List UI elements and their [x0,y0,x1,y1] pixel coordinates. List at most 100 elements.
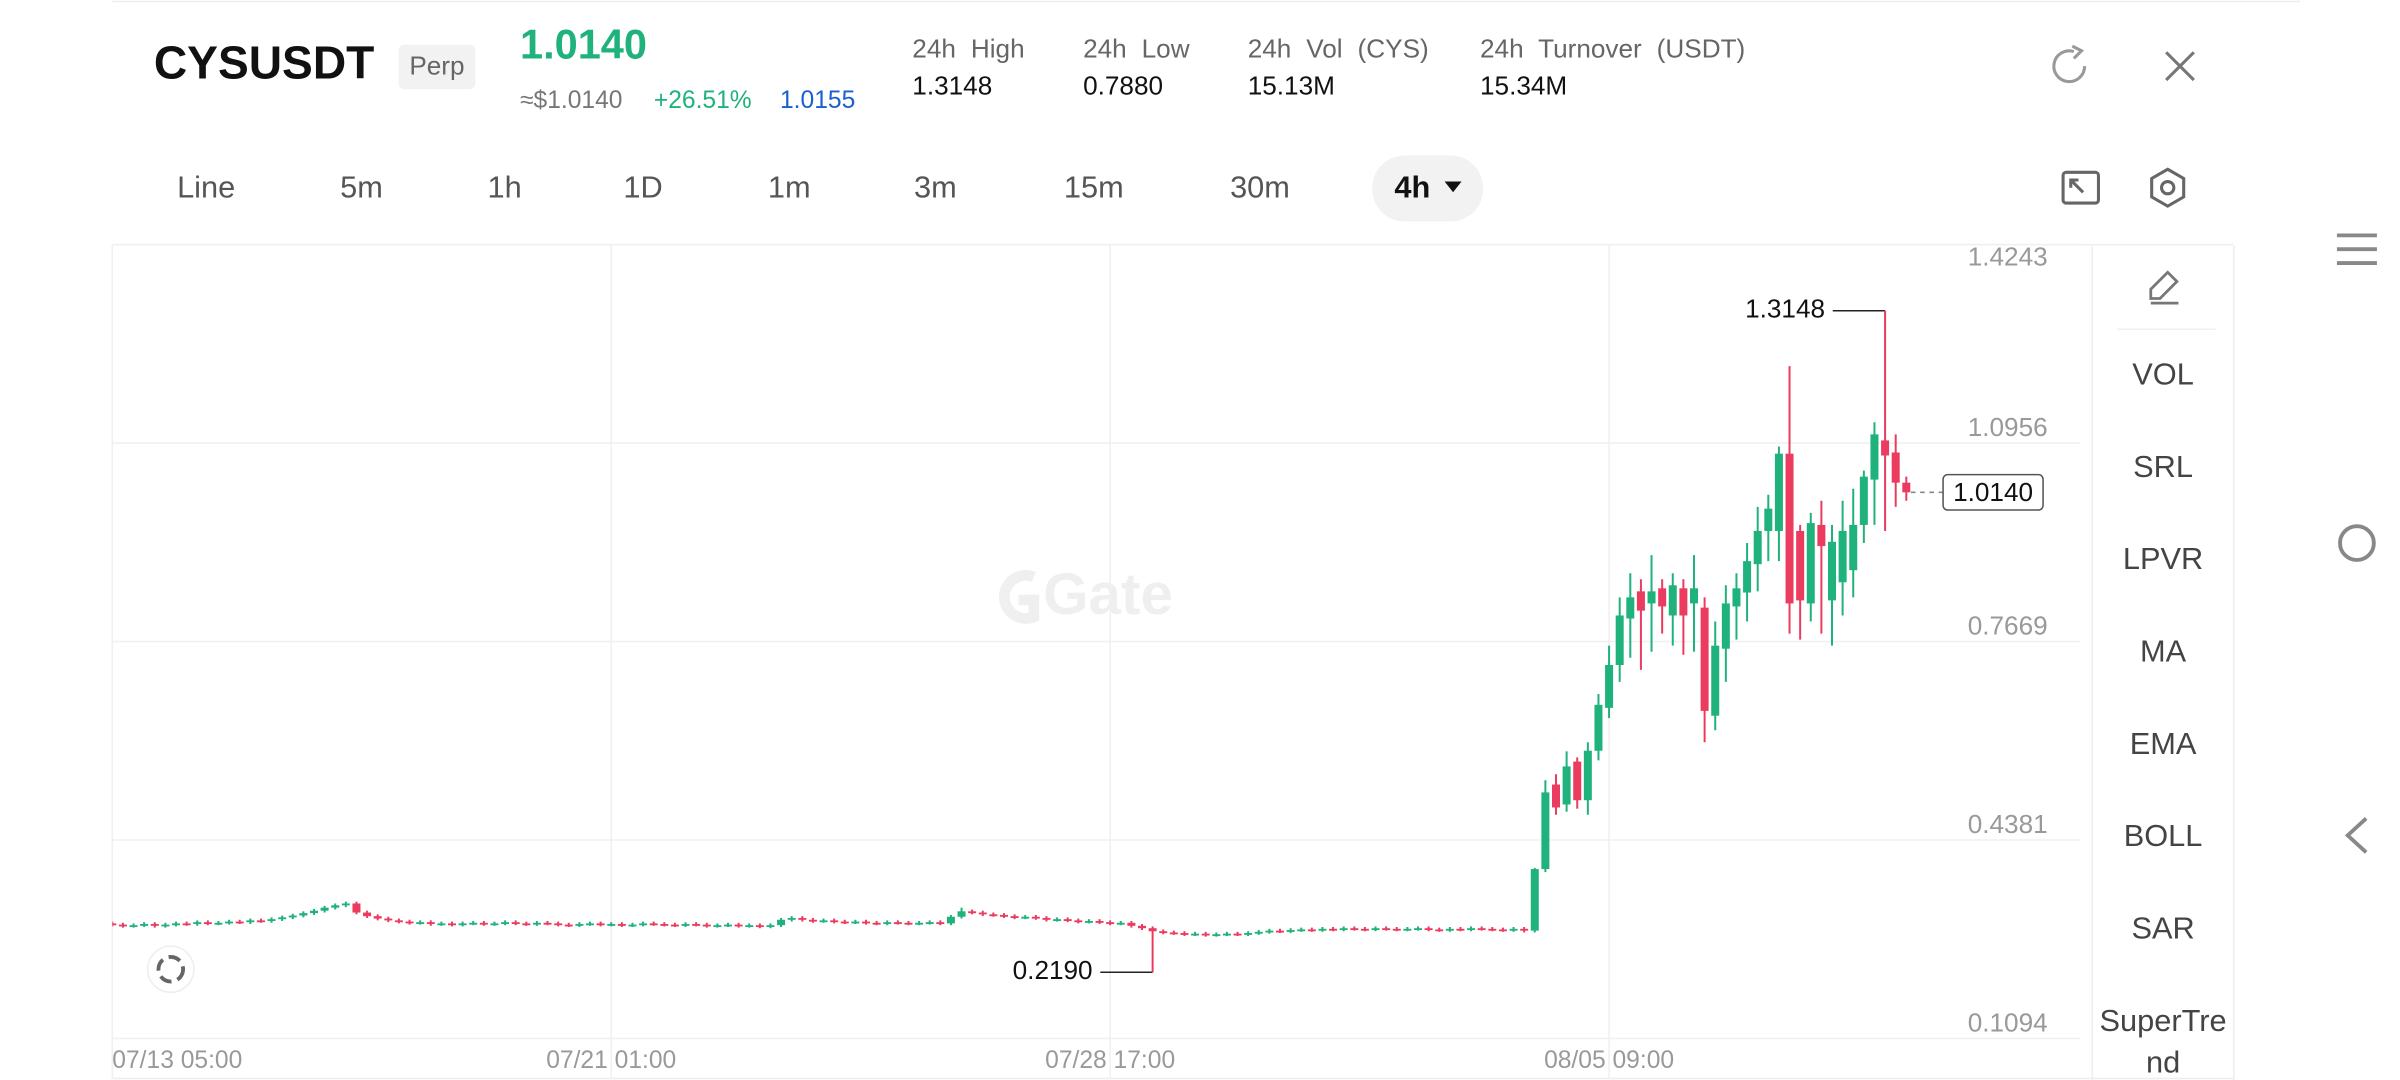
settings-icon[interactable] [2150,167,2186,208]
candle-body [607,923,616,926]
indicator-list: VOL SRL LPVR MA EMA BOLL SAR SuperTrend [2092,355,2234,1080]
timeframe-tab[interactable]: 1D [623,169,662,204]
candle-body [118,924,127,927]
indicator-label[interactable]: SuperTrend [2099,1004,2227,1080]
candle-body [1859,476,1868,525]
candle-body [1307,929,1316,932]
candle-body [1000,914,1008,917]
refresh-icon[interactable] [2052,44,2087,84]
candle-body [1573,761,1582,801]
candle-body [479,922,488,925]
candle-body [1817,524,1826,547]
indicator-label[interactable]: VOL [2132,358,2194,393]
indicator-label[interactable]: EMA [2129,727,2197,762]
candle-body [112,923,117,926]
dropdown-caret [1444,181,1462,193]
candle-body [617,923,626,926]
candle-body [596,923,605,926]
candle-body [745,925,754,928]
stat-label: 24h Vol (CYS) [1248,34,1429,64]
candle-body [1774,453,1783,531]
draw-icon[interactable] [2149,270,2179,305]
indicator-item[interactable]: BOLL [2092,817,2234,909]
fullscreen-icon[interactable] [2061,170,2100,205]
candle-body [1233,933,1242,936]
candle-body [1021,916,1030,919]
x-tick-label: 07/28 17:00 [1045,1047,1175,1074]
candle-body [1764,508,1773,531]
timeframe-tab[interactable]: 4h [1394,169,1430,204]
timeframe-tab[interactable]: 3m [914,169,957,204]
timeframe-tab[interactable]: 1h [488,169,522,204]
candles [112,310,1911,973]
timeframe-tab[interactable]: 15m [1064,169,1124,204]
timeframe-tab[interactable]: 30m [1230,169,1290,204]
candle-body [225,921,234,924]
candle-body [1668,585,1677,616]
candle-body [628,924,637,927]
candle-body [501,922,510,925]
candle-body [1881,440,1890,456]
stat-value: 1.3148 [912,71,992,101]
candle-body [1010,916,1019,918]
indicator-item[interactable]: EMA [2092,725,2234,817]
candle-body [946,916,955,924]
candle-body [161,924,170,927]
extreme-label: 1.3148 [1745,294,1825,324]
indicator-label[interactable]: BOLL [2123,820,2203,854]
candle-body [925,922,934,925]
candle-body [288,915,297,918]
timeframe-tab[interactable]: 5m [340,169,383,204]
indicator-item[interactable]: SRL [2092,448,2234,540]
candle-body [182,923,191,926]
indicator-label[interactable]: MA [2140,635,2187,670]
timeframe-tabs: Line 5m 1h 1D 1m 3m 15m 30m 4h [177,169,1462,204]
y-tick-label: 0.1094 [1968,1008,2048,1038]
candle-body [1509,928,1518,931]
candle-body [798,917,807,920]
candle-body [1222,933,1231,936]
indicator-label[interactable]: SRL [2133,450,2194,485]
close-icon[interactable] [2165,51,2195,82]
indicator-label[interactable]: LPVR [2122,543,2204,577]
candle-body [1456,928,1465,931]
indicator-item[interactable]: MA [2092,632,2234,724]
candle-body [1721,603,1730,649]
candle-body [1265,930,1274,933]
candle-body [893,922,902,925]
candle-body [1318,928,1327,931]
candle-body [1445,928,1454,931]
indicator-label[interactable]: SAR [2131,912,2195,947]
candle-body [543,922,552,925]
candle-body [1159,931,1168,934]
candle-body [1690,588,1698,604]
candle-body [1403,928,1412,931]
candle-body [1849,524,1858,571]
candle-body [1392,928,1401,931]
indicator-item[interactable]: VOL [2092,355,2234,447]
candle-body [808,919,817,922]
plot: 0.1094 0.4381 0.7669 1.0956 1.4243 07/13 05:0… [111,241,2080,1079]
candle-body [1541,792,1550,870]
candle-body [1382,928,1391,931]
candle-body [214,922,223,925]
candle-body [1498,929,1507,932]
stat-label: 24h Turnover (USDT) [1480,34,1745,64]
candle-body [1732,588,1741,607]
back-button[interactable] [2344,817,2368,854]
candle-body [1530,869,1539,931]
home-button[interactable] [2338,524,2376,562]
selected-tab-bg [1372,155,1484,222]
timeframe-tab[interactable]: 1m [768,169,811,204]
indicator-item[interactable]: SuperTrend [2092,1002,2234,1080]
indicator-item[interactable]: SAR [2092,909,2234,1001]
candle-body [777,919,786,926]
timeframe-tab[interactable]: Line [177,169,235,204]
chart-logo[interactable] [146,945,195,994]
candle-body [968,911,977,914]
menu-icon[interactable] [2336,233,2377,265]
candle-body [978,912,987,915]
candle-body [458,923,467,926]
indicator-item[interactable]: LPVR [2092,540,2234,632]
candle-body [320,907,329,911]
